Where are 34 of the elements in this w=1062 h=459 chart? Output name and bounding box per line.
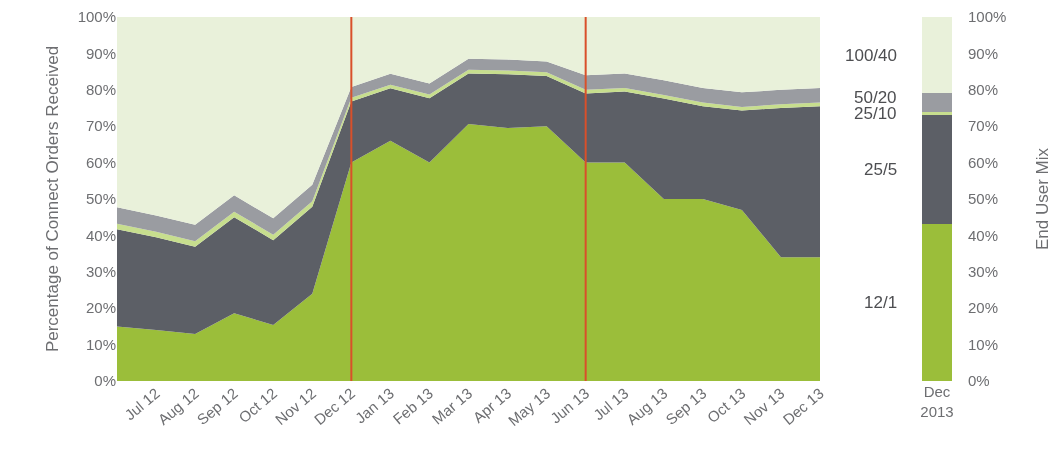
y-tick-label: 40% <box>968 226 999 244</box>
y-tick-label: 30% <box>968 263 999 281</box>
y-tick-label: 60% <box>968 153 999 171</box>
x-tick-label: Dec 2013 <box>920 383 954 420</box>
series-label: 50/20 <box>854 88 897 107</box>
y-tick-label: 50% <box>968 190 999 208</box>
y-tick-label: 0% <box>968 372 990 390</box>
y-tick-label: 30% <box>85 263 116 281</box>
y-tick-label: 90% <box>968 44 999 62</box>
bar <box>922 115 952 225</box>
y-tick-label: 20% <box>85 299 116 317</box>
y-tick-label: 100% <box>968 8 1007 26</box>
y-tick-label: 40% <box>85 226 116 244</box>
series-label: 12/1 <box>864 293 898 312</box>
y-axis-title: Percentage of Connect Orders Received <box>43 45 63 353</box>
y-tick-label: 80% <box>85 81 116 99</box>
y-tick-label: 90% <box>85 44 116 62</box>
y-tick-label: 20% <box>968 299 999 317</box>
y-tick-label: 0% <box>94 372 116 390</box>
y-axis-title: End User Mix <box>1032 147 1052 251</box>
series-label: 25/10 <box>854 104 897 123</box>
bar <box>922 93 952 112</box>
y-tick-label: 10% <box>85 335 116 353</box>
y-tick-label: 80% <box>968 81 999 99</box>
bar <box>922 224 952 381</box>
series-label: 25/5 <box>864 160 898 179</box>
y-tick-label: 10% <box>968 335 999 353</box>
series-label: 100/40 <box>845 46 897 65</box>
y-tick-label: 70% <box>85 117 116 135</box>
y-tick-label: 60% <box>85 153 116 171</box>
y-tick-label: 50% <box>85 190 116 208</box>
y-tick-label: 100% <box>77 8 116 26</box>
bar <box>922 17 952 94</box>
y-tick-label: 70% <box>968 117 999 135</box>
